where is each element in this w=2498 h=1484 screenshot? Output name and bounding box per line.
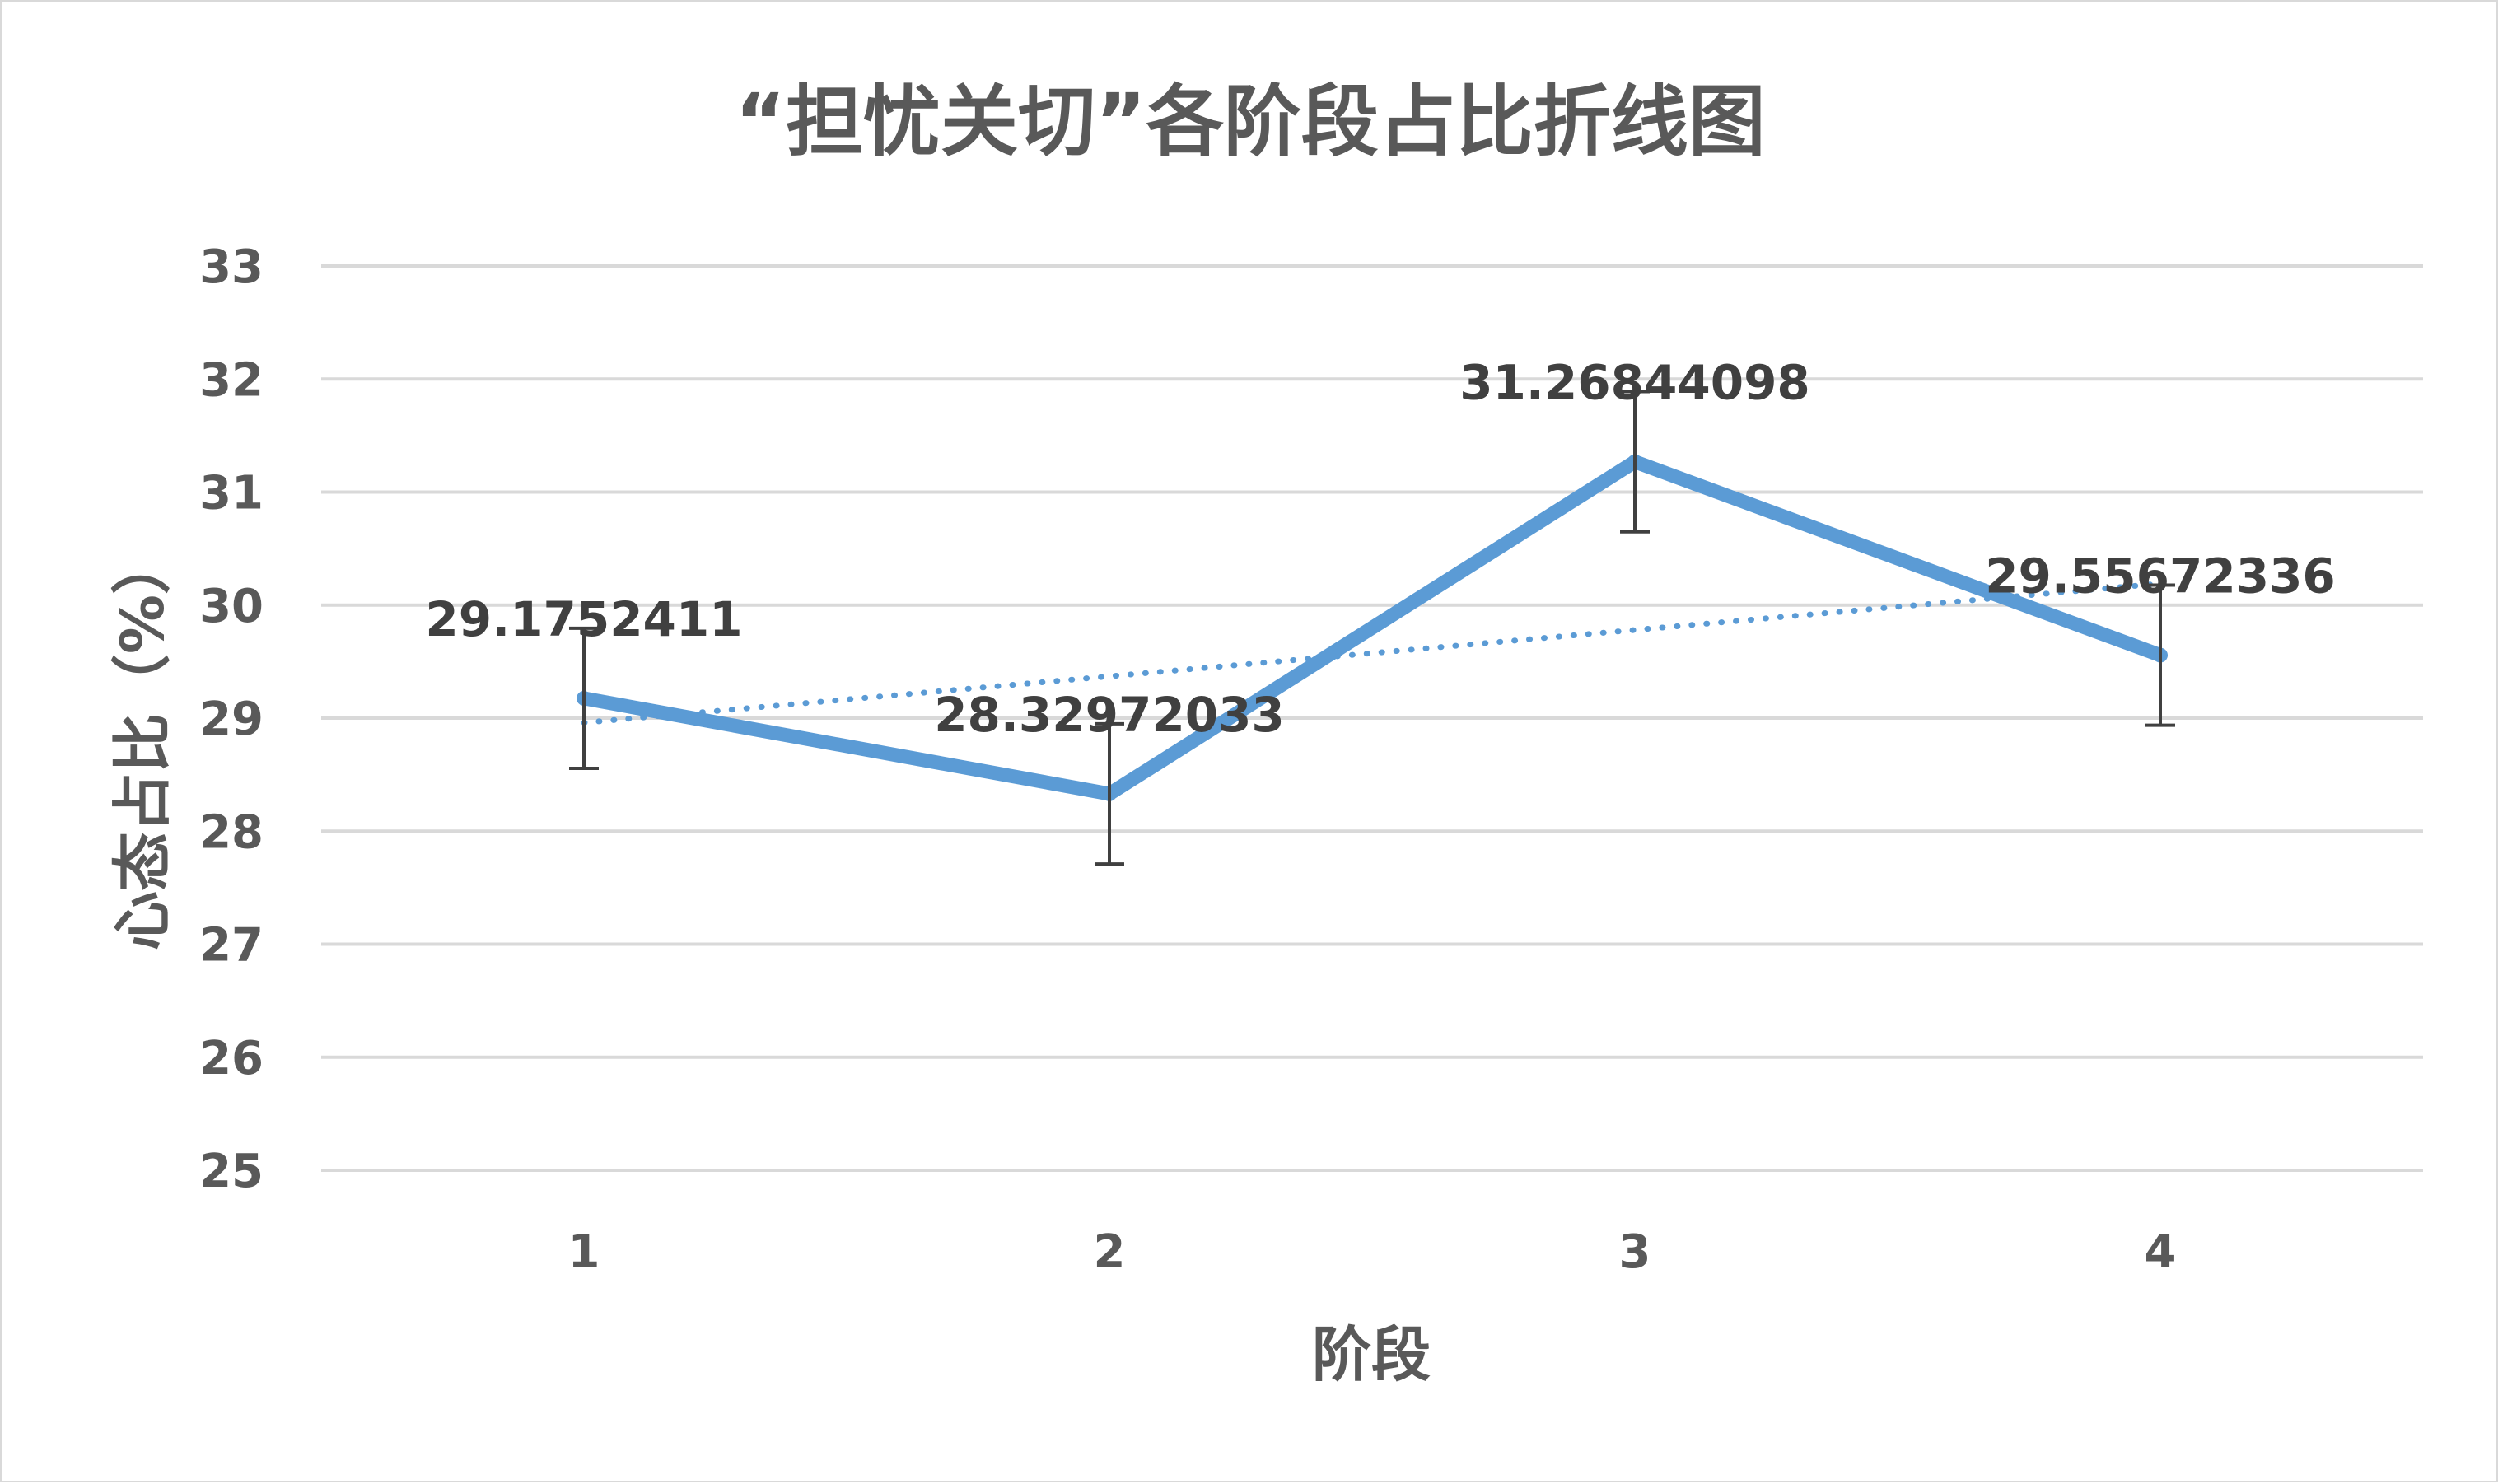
- data-labels: 29.1752411 28.32972033 31.26844098 29.55672…: [425, 355, 2335, 743]
- y-tick-label-31: 31: [199, 467, 264, 520]
- x-axis-title: 阶段: [1312, 1320, 1431, 1389]
- x-tick-label-2: 2: [1094, 1225, 1126, 1279]
- data-label-4: 29.55672336: [1985, 548, 2336, 604]
- y-tick-label-27: 27: [199, 919, 264, 973]
- trendline-layer: [581, 581, 2164, 726]
- error-bar-1: [569, 626, 599, 771]
- y-tick-label-26: 26: [199, 1032, 264, 1085]
- data-label-2: 28.32972033: [934, 687, 1285, 743]
- series-layer: [577, 454, 2168, 801]
- y-tick-label-29: 29: [199, 693, 264, 746]
- y-tick-label-28: 28: [199, 805, 264, 859]
- gridlines: [321, 264, 2423, 1172]
- y-tick-label-32: 32: [199, 353, 264, 407]
- y-axis-ticks: 25 26 27 28 29 30 31 32 33: [199, 240, 264, 1198]
- series-line: [577, 455, 2168, 801]
- y-tick-label-33: 33: [199, 240, 264, 294]
- data-label-1: 29.1752411: [425, 591, 742, 647]
- data-label-3: 31.26844098: [1459, 355, 1810, 411]
- error-bars: [569, 390, 2175, 866]
- y-tick-label-25: 25: [199, 1145, 264, 1198]
- x-tick-label-1: 1: [568, 1225, 600, 1279]
- x-tick-label-3: 3: [1619, 1225, 1651, 1279]
- x-axis-ticks: 1 2 3 4: [568, 1225, 2177, 1279]
- error-bar-4: [2145, 583, 2175, 727]
- y-axis-title: 心态占比（%）: [108, 535, 177, 950]
- y-tick-label-30: 30: [199, 580, 264, 633]
- x-tick-label-4: 4: [2145, 1225, 2177, 1279]
- chart-title: “担忧关切”各阶段占比折线图: [735, 77, 1766, 167]
- error-bar-3: [1620, 390, 1650, 534]
- linear-trendline: [581, 581, 2164, 726]
- error-bar-2: [1095, 721, 1124, 866]
